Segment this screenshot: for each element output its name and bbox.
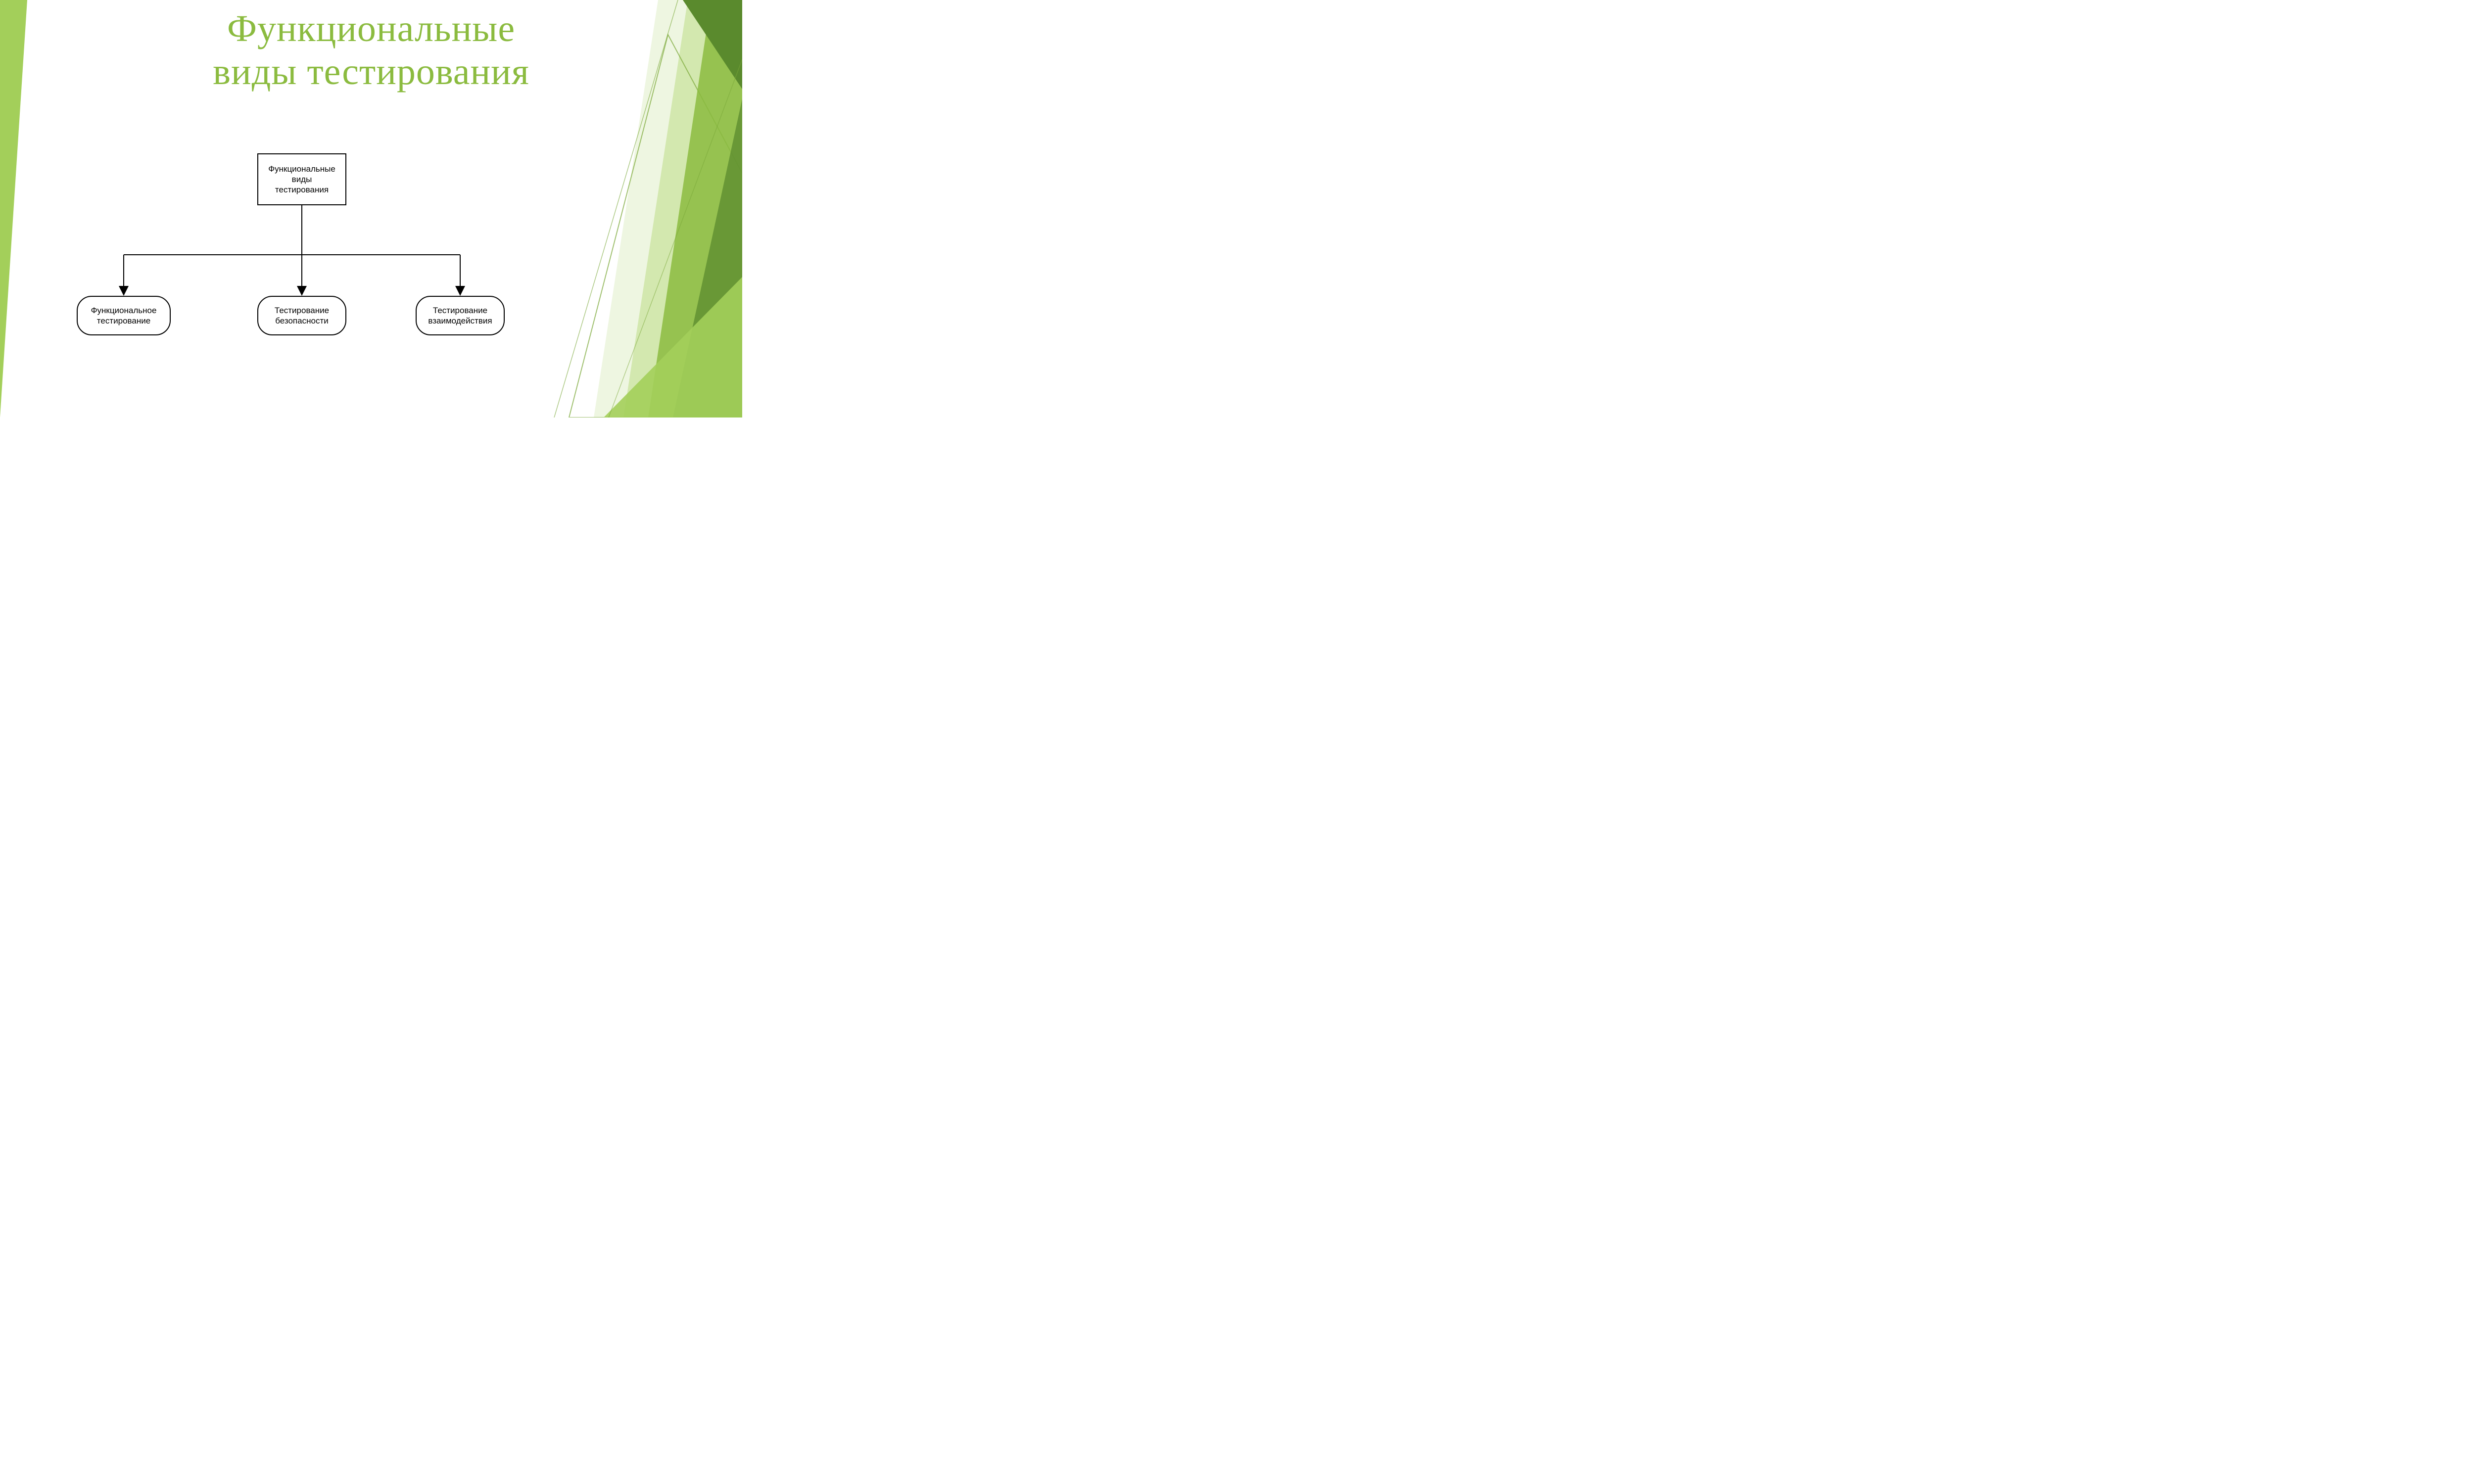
root-node: Функциональныевидытестирования <box>257 153 346 205</box>
child-node-label: Функциональноетестирование <box>91 305 157 326</box>
slide-title: Функциональные виды тестирования <box>0 0 742 94</box>
child-node-label: Тестированиевзаимодействия <box>428 305 492 326</box>
child-node-interaction: Тестированиевзаимодействия <box>416 296 505 335</box>
child-node-label: Тестированиебезопасности <box>275 305 329 326</box>
child-node-functional: Функциональноетестирование <box>77 296 171 335</box>
title-line-1: Функциональные <box>227 8 515 49</box>
slide: Функциональные виды тестирования Функцио… <box>0 0 742 417</box>
left-decoration <box>0 0 40 417</box>
title-line-2: виды тестирования <box>213 51 529 93</box>
root-node-label: Функциональныевидытестирования <box>268 164 335 195</box>
diagram: Функциональныевидытестирования Функциона… <box>59 153 505 361</box>
child-node-security: Тестированиебезопасности <box>257 296 346 335</box>
